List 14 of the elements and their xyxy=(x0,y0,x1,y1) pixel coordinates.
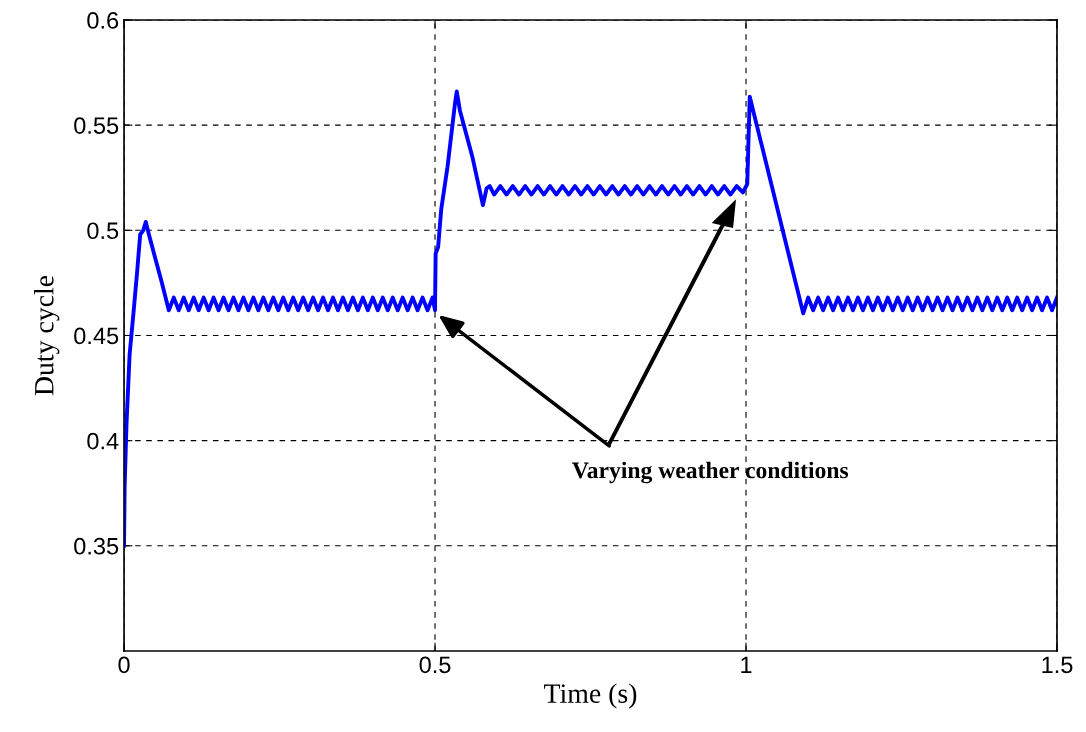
x-tick-label: 0 xyxy=(118,656,130,674)
y-axis-title: Duty cycle xyxy=(34,275,60,396)
annotation: Varying weather conditions xyxy=(572,461,849,484)
x-tick-label: 1 xyxy=(741,656,752,673)
y-tick-label: 0.35 xyxy=(74,537,119,555)
line-series xyxy=(124,89,1057,548)
y-tick-label: 0.5 xyxy=(87,222,119,240)
y-tick-label: 0.4 xyxy=(87,432,119,450)
x-tick-label: 1.5 xyxy=(1042,656,1073,674)
x-axis-title: Time (s) xyxy=(544,683,637,709)
x-tick-label: 0.5 xyxy=(419,656,451,674)
y-tick-label: 0.55 xyxy=(74,117,119,134)
y-tick-label: 0.6 xyxy=(87,12,119,29)
y-tick-label: 0.45 xyxy=(74,327,119,345)
